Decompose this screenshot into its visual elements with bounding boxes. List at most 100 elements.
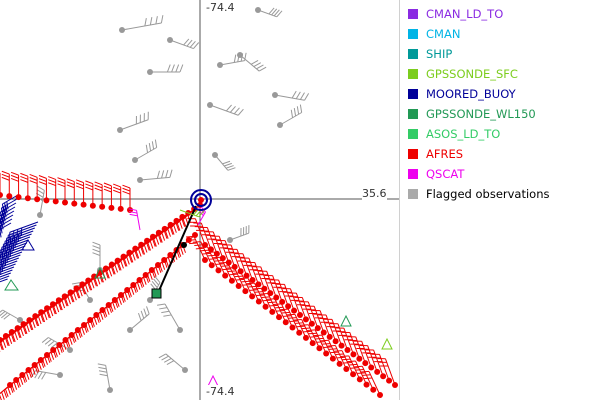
- afres-barb: [66, 178, 78, 207]
- legend-item-qscat[interactable]: QSCAT: [408, 164, 598, 184]
- legend-swatch: [408, 109, 418, 119]
- moored-buoy-barb: [4, 230, 34, 250]
- afres-barb: [65, 281, 86, 307]
- legend-label: QSCAT: [426, 167, 465, 181]
- legend-swatch: [408, 189, 418, 199]
- flagged-observation-barb: [272, 90, 310, 101]
- flagged-observation-barb: [97, 363, 113, 393]
- legend-label: CMAN_LD_TO: [426, 7, 504, 21]
- afres-barb: [159, 217, 180, 243]
- flagged-observation-barb: [30, 370, 63, 380]
- afres-barb: [1, 170, 13, 200]
- bottom-longitude-label: -74.4: [206, 385, 235, 398]
- afres-barb: [75, 179, 87, 208]
- afres-barb: [300, 324, 323, 352]
- afres-barb: [217, 239, 238, 270]
- moored-buoy-barb: [7, 224, 37, 244]
- afres-barb: [153, 221, 174, 247]
- moored-buoy-barb: [1, 236, 31, 256]
- legend-item-cman-ld-to[interactable]: CMAN_LD_TO: [408, 4, 598, 24]
- moored-buoy-barb: [0, 260, 18, 275]
- flagged-observation-barb: [255, 7, 283, 18]
- flagged-observation-barb: [212, 152, 236, 171]
- afres-barb: [0, 172, 3, 198]
- top-longitude-label: -74.4: [206, 1, 235, 14]
- afres-barb: [170, 209, 192, 235]
- legend-swatch: [408, 89, 418, 99]
- legend-swatch: [408, 129, 418, 139]
- afres-barb: [94, 181, 106, 210]
- flagged-observation-barb: [119, 15, 164, 33]
- flagged-observation-barb: [217, 52, 247, 68]
- legend-swatch: [408, 29, 418, 39]
- afres-barb: [371, 353, 393, 384]
- afres-barb: [29, 173, 41, 203]
- legend-swatch: [408, 69, 418, 79]
- legend-label: Flagged observations: [426, 187, 550, 201]
- legend-label: GPSSONDE_WL150: [426, 107, 536, 121]
- afres-barb: [48, 176, 59, 205]
- legend-label: CMAN: [426, 27, 461, 41]
- legend-item-afres[interactable]: AFRES: [408, 144, 598, 164]
- legend-item-gpssonde-sfc[interactable]: GPSSONDE_SFC: [408, 64, 598, 84]
- afres-barb: [85, 180, 96, 209]
- legend-item-asos-ld-to[interactable]: ASOS_LD_TO: [408, 124, 598, 144]
- legend-item-cman[interactable]: CMAN: [408, 24, 598, 44]
- moored-buoy-layer: [0, 194, 39, 291]
- map-canvas: [0, 0, 400, 400]
- moored-buoy-barb: [6, 227, 35, 247]
- moored-buoy-barb: [0, 266, 15, 273]
- moored-buoy-barb: [0, 263, 16, 271]
- moored-buoy-barb: [0, 251, 23, 268]
- legend-label: SHIP: [426, 47, 453, 61]
- afres-barb: [239, 277, 262, 305]
- afres-barb: [147, 225, 168, 251]
- legend-label: AFRES: [426, 147, 464, 161]
- moored-buoy-barb: [0, 257, 19, 272]
- flagged-observation-barb: [227, 225, 250, 243]
- flagged-observation-barb: [147, 64, 184, 75]
- afres-layer: [0, 170, 398, 400]
- legend-item-flagged-observations[interactable]: Flagged observations: [408, 184, 598, 204]
- wind-barb-map[interactable]: -74.4 -74.4 35.6: [0, 0, 400, 400]
- flagged-observation-barb: [127, 306, 150, 333]
- flagged-observation-barb: [207, 102, 244, 116]
- afres-barb: [113, 183, 124, 212]
- flagged-observation-barb: [0, 309, 23, 323]
- afres-barb: [360, 370, 383, 398]
- right-latitude-label: 35.6: [362, 187, 387, 200]
- flagged-observation-barb: [277, 104, 303, 128]
- moored-buoy-barb: [9, 221, 39, 241]
- flagged-observation-barb: [132, 139, 158, 163]
- afres-barb: [141, 229, 162, 255]
- moored-buoy-barb: [0, 272, 11, 278]
- moored-buoy-barb: [0, 254, 21, 271]
- moored-buoy-barb: [2, 233, 32, 253]
- moored-buoy-barb: [0, 248, 24, 265]
- legend: CMAN_LD_TO CMAN SHIP GPSSONDE_SFC MOORED…: [408, 4, 598, 204]
- legend-item-gpssonde-wl150[interactable]: GPSSONDE_WL150: [408, 104, 598, 124]
- afres-barb: [212, 256, 235, 284]
- afres-barb: [129, 237, 151, 263]
- afres-barb: [253, 287, 276, 315]
- moored-buoy-barb: [0, 269, 13, 276]
- flagged-observation-barb: [117, 111, 149, 133]
- afres-barb: [38, 175, 50, 204]
- flagged-observation-barb: [92, 241, 103, 273]
- afres-barb: [20, 172, 31, 202]
- center-marker[interactable]: [190, 189, 212, 211]
- moored-buoy-barb: [0, 275, 10, 280]
- legend-label: GPSSONDE_SFC: [426, 67, 518, 81]
- qscat-barb: [128, 208, 141, 231]
- moored-buoy-barb: [0, 222, 12, 238]
- afres-barb: [103, 182, 115, 211]
- flagged-observation-barb: [157, 303, 183, 333]
- legend-swatch: [408, 9, 418, 19]
- moored-buoy-barb: [0, 242, 27, 260]
- legend-item-ship[interactable]: SHIP: [408, 44, 598, 64]
- legend-swatch: [408, 49, 418, 59]
- afres-barb: [10, 171, 22, 201]
- afres-barb: [266, 298, 289, 326]
- legend-item-moored-buoy[interactable]: MOORED_BUOY: [408, 84, 598, 104]
- other-observations-layer: [21, 205, 393, 389]
